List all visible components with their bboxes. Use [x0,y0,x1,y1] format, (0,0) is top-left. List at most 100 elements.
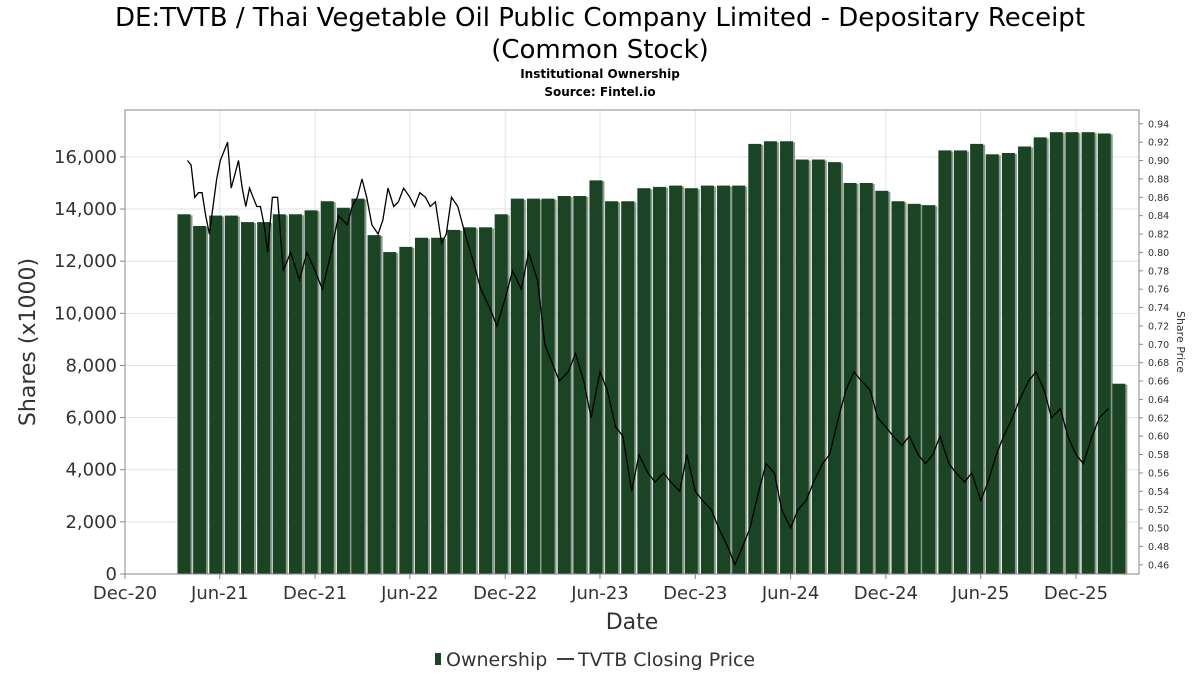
legend: Ownership TVTB Closing Price [435,649,755,671]
y-tick-label: 16,000 [54,147,117,168]
legend-ownership-swatch [435,653,441,665]
ownership-bar [336,207,350,574]
ownership-bar [605,201,619,574]
ownership-bar [462,227,476,574]
ownership-bar [241,222,255,574]
ownership-bar [922,205,936,575]
ownership-bar [827,162,841,574]
ownership-bar [479,227,493,574]
ownership-bar [1049,132,1063,575]
ownership-bar [288,214,302,575]
ownership-bar [938,150,952,575]
ownership-bar [193,226,207,574]
y2-tick-label: 0.48 [1148,542,1169,553]
x-axis-label: Date [606,610,659,635]
plot-border [124,109,1140,575]
y2-tick-label: 0.46 [1148,560,1169,571]
ownership-bar [431,237,445,574]
ownership-bar [1001,153,1015,574]
y2-tick-label: 0.88 [1148,174,1169,185]
ownership-bar [573,196,587,575]
ownership-bar [859,182,873,574]
x-tick-label: Jun-25 [951,583,1010,604]
y-axis-ticks: 0 2,000 4,000 6,000 8,000 10,000 12,000 14,000 1… [54,147,125,585]
y2-tick-label: 0.84 [1148,211,1169,222]
x-tick-label: Dec-21 [283,583,347,604]
ownership-bar [717,185,731,574]
ownership-bar [209,215,223,574]
y2-tick-label: 0.60 [1148,432,1169,443]
y2-tick-label: 0.50 [1148,524,1169,535]
x-axis-ticks: Dec-20 Jun-21 Dec-21 Jun-22 Dec-22 Jun-23 Dec-… [93,574,1108,604]
y2-tick-label: 0.80 [1148,248,1169,259]
y2-tick-label: 0.76 [1148,285,1169,296]
ownership-bar [732,185,746,574]
y2-tick-label: 0.52 [1148,505,1169,516]
ownership-bar [780,141,794,575]
ownership-bar [447,229,461,575]
ownership-bars [177,132,1128,575]
ownership-bar [621,201,635,574]
ownership-bar [351,198,365,574]
ownership-bar [367,235,381,574]
ownership-bar [795,159,809,575]
y2-tick-label: 0.82 [1148,230,1169,241]
x-tick-label: Jun-24 [761,583,820,604]
y-tick-label: 6,000 [65,408,117,429]
y2-tick-label: 0.78 [1148,266,1169,277]
chart-subtitle: Institutional Ownership [520,67,680,81]
y-tick-label: 0 [106,564,117,585]
ownership-bar [1018,146,1032,574]
y2-tick-label: 0.64 [1148,395,1169,406]
y2-axis-label: Share Price [1174,311,1187,373]
y2-axis-ticks: 0.46 0.48 0.50 0.52 0.54 0.56 0.58 0.60 0.62 0.64… [1139,119,1169,571]
ownership-bar [748,143,762,574]
y-tick-label: 4,000 [65,460,117,481]
x-tick-label: Jun-23 [570,583,629,604]
ownership-bar [970,143,984,574]
ownership-bar [589,180,603,574]
x-tick-label: Jun-21 [190,583,249,604]
ownership-bar [526,198,540,574]
ownership-bar [494,214,508,575]
ownership-bar [414,237,428,574]
ownership-bar [684,188,698,574]
ownership-bar [669,185,683,574]
y-tick-label: 2,000 [65,512,117,533]
ownership-bar [891,201,905,574]
y2-tick-label: 0.62 [1148,413,1169,424]
x-tick-label: Dec-22 [473,583,537,604]
ownership-bar [510,198,524,574]
x-tick-label: Dec-25 [1044,583,1108,604]
chart-title-line1: DE:TVTB / Thai Vegetable Oil Public Comp… [114,3,1086,33]
ownership-bar [875,190,889,574]
ownership-bar [1112,383,1126,574]
ownership-bar [954,150,968,575]
ownership-bar [383,252,397,574]
y-tick-label: 10,000 [54,303,117,324]
ownership-bar [541,198,555,574]
ownership-bar [811,159,825,575]
ownership-bar [1033,137,1047,574]
ownership-bar [224,215,238,574]
chart-source: Source: Fintel.io [544,85,656,99]
ownership-bar [700,185,714,574]
ownership-bar [257,222,271,574]
y2-tick-label: 0.74 [1148,303,1169,314]
ownership-bar [272,214,286,575]
ownership-bar [320,201,334,574]
ownership-bar [304,210,318,574]
y2-tick-label: 0.70 [1148,340,1169,351]
ownership-bar [1097,133,1111,574]
y2-tick-label: 0.86 [1148,193,1169,204]
y2-tick-label: 0.56 [1148,468,1169,479]
y-axis-label: Shares (x1000) [16,258,41,426]
y2-tick-label: 0.92 [1148,138,1169,149]
y2-tick-label: 0.94 [1148,119,1169,130]
y2-tick-label: 0.68 [1148,358,1169,369]
legend-ownership-label: Ownership [446,649,547,671]
chart-title-line2: (Common Stock) [491,35,709,65]
chart-title: DE:TVTB / Thai Vegetable Oil Public Comp… [0,2,1200,66]
y2-tick-label: 0.72 [1148,321,1169,332]
